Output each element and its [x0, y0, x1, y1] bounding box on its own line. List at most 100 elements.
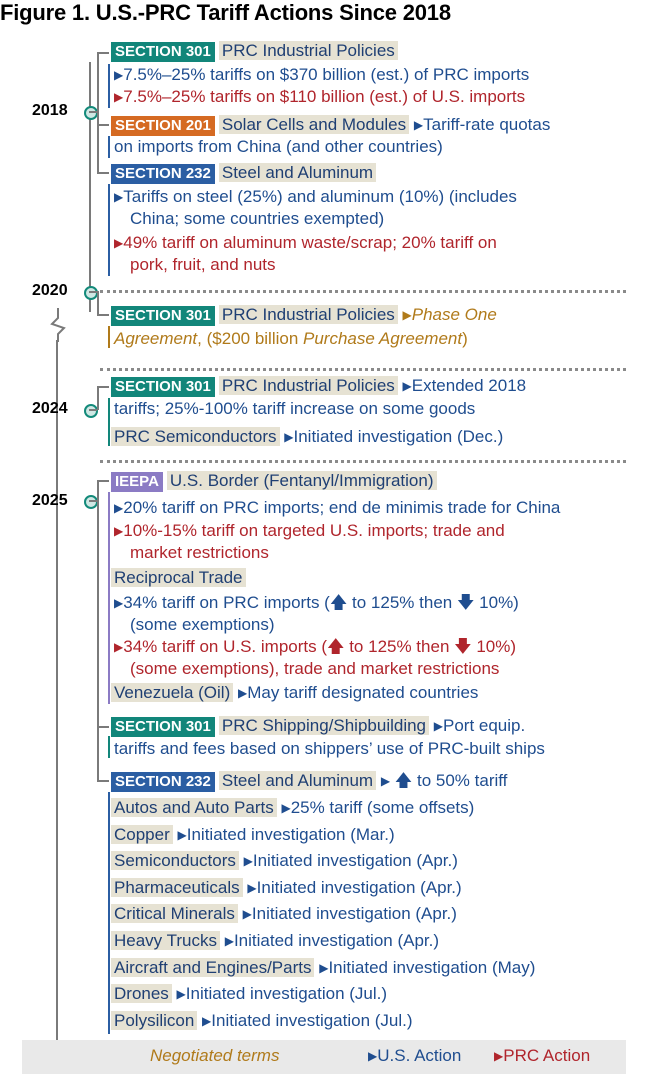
negotiated-terms: Agreement, ($200 billion Purchase Agreem… — [114, 329, 468, 348]
bracket-2025 — [97, 480, 99, 780]
entry-2018-301: SECTION 301 PRC Industrial Policies — [111, 40, 398, 62]
connector-2020-b — [97, 314, 109, 316]
topic: Semiconductors — [111, 851, 239, 871]
connector-2024-dot — [89, 409, 97, 411]
group-bar-2024 — [108, 398, 110, 446]
tag-section-201: SECTION 201 — [111, 116, 215, 136]
entry-2020-301: SECTION 301 PRC Industrial Policies ▶Phas… — [111, 304, 497, 326]
connector-2025-b — [97, 726, 109, 728]
topic: U.S. Border (Fentanyl/Immigration) — [166, 471, 437, 490]
legend-prc-action: ▶PRC Action — [494, 1046, 591, 1065]
topic: PRC Industrial Policies — [218, 305, 398, 324]
topic: Polysilicon — [111, 1010, 198, 1030]
us-action: ▶25% tariff (some offsets) — [281, 798, 475, 817]
entry-2025-reciprocal: Reciprocal Trade — [111, 567, 246, 589]
separator-2025 — [100, 460, 626, 463]
prc-action: ▶7.5%–25% tariffs on $110 billion (est.)… — [114, 87, 526, 106]
group-bar-2020 — [108, 326, 110, 348]
us-action-icon: ▶ — [247, 880, 257, 895]
us-action-cont: (some exemptions) — [130, 615, 275, 634]
prc-action-icon: ▶ — [114, 524, 124, 538]
year-2020: 2020 — [32, 282, 68, 299]
arrow-up-icon: 🡅 — [329, 593, 348, 612]
tag-section-301: SECTION 301 — [111, 377, 215, 397]
topic: Drones — [111, 984, 172, 1004]
tag-section-301: SECTION 301 — [111, 717, 215, 737]
timeline-spine — [89, 62, 91, 312]
year-2018: 2018 — [32, 102, 68, 119]
list-item: Autos and Auto Parts ▶25% tariff (some o… — [111, 797, 474, 819]
timeline-spine-lower — [56, 340, 58, 1040]
topic: PRC Industrial Policies — [218, 376, 398, 395]
topic: Steel and Aluminum — [218, 163, 377, 182]
prc-action-cont: pork, fruit, and nuts — [130, 255, 276, 274]
negotiated-icon: ▶ — [402, 308, 412, 322]
prc-action-cont: (some exemptions), trade and market rest… — [130, 659, 500, 678]
connector-2024-a — [97, 386, 109, 388]
us-action-icon: ▶ — [402, 379, 412, 393]
entry-2018-232: SECTION 232 Steel and Aluminum — [111, 162, 377, 184]
topic: PRC Industrial Policies — [218, 41, 398, 60]
topic: Steel and Aluminum — [218, 771, 377, 790]
us-action-icon: ▶ — [413, 118, 424, 132]
list-item: Copper ▶Initiated investigation (Mar.) — [111, 824, 395, 846]
list-item: Aircraft and Engines/Parts ▶Initiated in… — [111, 957, 535, 979]
us-action-icon: ▶ — [284, 430, 294, 444]
separator-2020 — [100, 290, 626, 293]
us-action: ▶Initiated investigation (Apr.) — [243, 851, 458, 871]
entry-2024-semis: PRC Semiconductors ▶Initiated investigat… — [111, 426, 503, 448]
us-action-icon: ▶ — [114, 190, 124, 204]
topic: Pharmaceuticals — [111, 877, 243, 897]
list-item: Pharmaceuticals ▶Initiated investigation… — [111, 877, 462, 899]
us-action-icon: ▶ — [237, 686, 248, 700]
entry-2018-201: SECTION 201 Solar Cells and Modules ▶Tari… — [111, 114, 550, 136]
us-action: ▶Initiated investigation (Apr.) — [242, 904, 457, 924]
separator-2024 — [100, 368, 626, 371]
us-action-icon: ▶ — [202, 1013, 212, 1028]
us-action: ▶20% tariff on PRC imports; end de minim… — [114, 498, 561, 517]
us-action-icon: ▶ — [114, 68, 124, 82]
prc-action-icon: ▶ — [114, 640, 124, 654]
timeline-break-icon — [50, 308, 66, 342]
year-2018-marker — [84, 106, 98, 120]
topic: Reciprocal Trade — [111, 568, 246, 587]
topic: Autos and Auto Parts — [111, 798, 277, 817]
entry-2025-ieepa: IEEPA U.S. Border (Fentanyl/Immigration) — [111, 470, 437, 492]
arrow-up-icon: 🡅 — [327, 637, 345, 656]
group-bar-2025-301 — [108, 736, 110, 758]
topic: Solar Cells and Modules — [218, 115, 410, 134]
group-bar-2018-232 — [108, 184, 110, 276]
tag-section-232: SECTION 232 — [111, 164, 215, 184]
us-action-icon: ▶ — [177, 827, 187, 842]
connector-2025-c — [97, 780, 109, 782]
us-action-icon: ▶ — [114, 596, 124, 610]
us-action-icon: ▶ — [319, 960, 329, 975]
list-item: Polysilicon ▶Initiated investigation (Ju… — [111, 1010, 413, 1032]
entry-2025-232: SECTION 232 Steel and Aluminum ▶ 🡅 to 50%… — [111, 770, 507, 792]
topic: Copper — [111, 824, 173, 844]
list-item: Heavy Trucks ▶Initiated investigation (A… — [111, 930, 439, 952]
us-action-cont: tariffs and fees based on shippers’ use … — [114, 739, 545, 758]
us-action-icon: ▶ — [243, 854, 253, 869]
prc-action: ▶49% tariff on aluminum waste/scrap; 20%… — [114, 233, 497, 252]
tag-section-232: SECTION 232 — [111, 772, 215, 792]
prc-action: ▶10%-15% tariff on targeted U.S. imports… — [114, 521, 505, 540]
us-action-cont: on imports from China (and other countri… — [114, 137, 443, 156]
connector-2018-a — [97, 52, 109, 54]
us-action-icon: ▶ — [224, 934, 234, 948]
connector-2025-dot — [89, 500, 97, 502]
year-2024-marker — [84, 404, 98, 418]
year-2025: 2025 — [32, 492, 68, 509]
prc-action: ▶34% tariff on U.S. imports (🡅 to 125% t… — [114, 637, 517, 656]
arrow-down-icon: 🡇 — [456, 593, 475, 612]
topic: Aircraft and Engines/Parts — [111, 957, 315, 977]
connector-2018-c — [97, 172, 109, 174]
us-action-icon: ▶ — [433, 719, 443, 733]
us-action-icon: ▶ — [380, 774, 391, 788]
prc-action-icon: ▶ — [114, 90, 124, 104]
us-action-cont: tariffs; 25%-100% tariff increase on som… — [114, 399, 476, 418]
us-action: ▶Initiated investigation (Apr.) — [224, 931, 440, 950]
entry-2025-301: SECTION 301 PRC Shipping/Shipbuilding ▶Po… — [111, 715, 525, 737]
group-bar-2025-ieepa — [108, 492, 110, 704]
us-action-cont: China; some countries exempted) — [130, 209, 385, 228]
